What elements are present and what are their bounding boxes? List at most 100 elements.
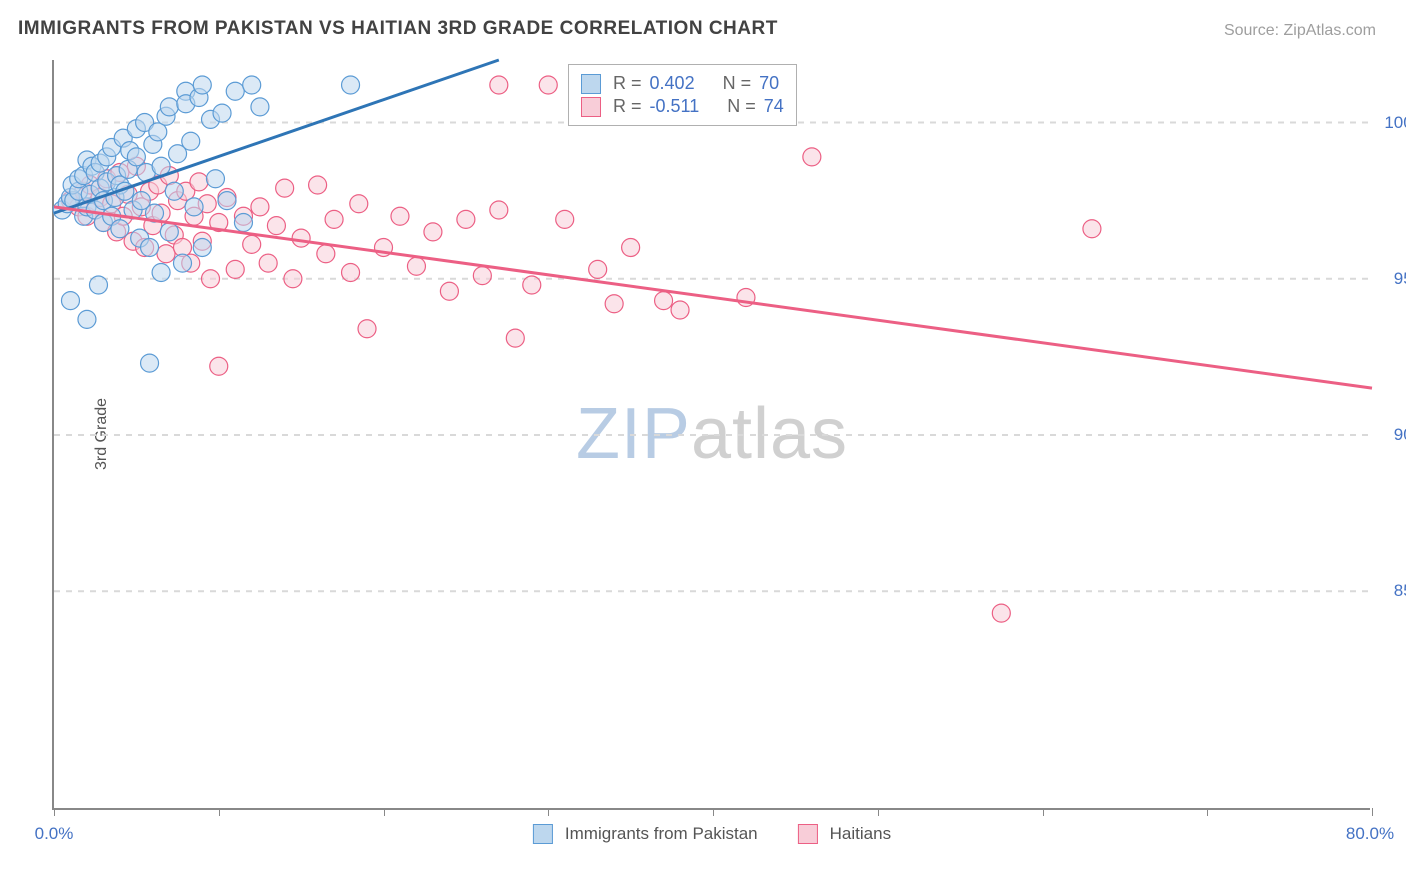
- r-label-blue: R =: [613, 73, 642, 94]
- data-point: [89, 276, 107, 294]
- data-point: [152, 264, 170, 282]
- legend-item-pink: Haitians: [798, 824, 891, 844]
- data-point: [127, 148, 145, 166]
- data-point: [325, 210, 343, 228]
- data-point: [165, 182, 183, 200]
- r-value-pink: -0.511: [650, 96, 700, 117]
- data-point: [506, 329, 524, 347]
- y-tick-label: 95.0%: [1394, 269, 1406, 289]
- data-point: [1083, 220, 1101, 238]
- data-point: [317, 245, 335, 263]
- data-point: [350, 195, 368, 213]
- data-point: [160, 98, 178, 116]
- swatch-blue: [581, 74, 601, 94]
- data-point: [284, 270, 302, 288]
- trend-line: [54, 207, 1372, 388]
- data-point: [671, 301, 689, 319]
- data-point: [556, 210, 574, 228]
- source-label: Source: ZipAtlas.com: [1224, 22, 1376, 40]
- data-point: [190, 173, 208, 191]
- x-tick: [219, 808, 220, 816]
- data-point: [193, 76, 211, 94]
- data-point: [243, 76, 261, 94]
- legend-row-pink: R = -0.511 N = 74: [581, 96, 784, 117]
- swatch-blue-icon: [533, 824, 553, 844]
- x-tick: [1207, 808, 1208, 816]
- data-point: [292, 229, 310, 247]
- x-tick: [384, 808, 385, 816]
- data-point: [226, 260, 244, 278]
- swatch-pink-icon: [798, 824, 818, 844]
- data-point: [141, 239, 159, 257]
- x-tick: [1372, 808, 1373, 816]
- data-point: [243, 235, 261, 253]
- data-point: [185, 198, 203, 216]
- chart-title: IMMIGRANTS FROM PAKISTAN VS HAITIAN 3RD …: [18, 18, 778, 40]
- x-tick: [548, 808, 549, 816]
- legend-item-blue: Immigrants from Pakistan: [533, 824, 758, 844]
- data-point: [234, 214, 252, 232]
- data-point: [218, 192, 236, 210]
- data-point: [226, 82, 244, 100]
- data-point: [342, 264, 360, 282]
- data-point: [213, 104, 231, 122]
- data-point: [358, 320, 376, 338]
- data-point: [622, 239, 640, 257]
- data-point: [276, 179, 294, 197]
- x-tick: [713, 808, 714, 816]
- data-point: [992, 604, 1010, 622]
- data-point: [589, 260, 607, 278]
- data-point: [407, 257, 425, 275]
- data-point: [803, 148, 821, 166]
- y-tick-label: 100.0%: [1384, 113, 1406, 133]
- data-point: [605, 295, 623, 313]
- data-point: [251, 98, 269, 116]
- data-point: [61, 292, 79, 310]
- r-label-pink: R =: [613, 96, 642, 117]
- data-point: [193, 239, 211, 257]
- data-point: [539, 76, 557, 94]
- data-point: [206, 170, 224, 188]
- n-value-blue: 70: [759, 73, 779, 94]
- data-point: [141, 354, 159, 372]
- data-point: [202, 270, 220, 288]
- legend-label-blue: Immigrants from Pakistan: [565, 824, 758, 844]
- data-point: [342, 76, 360, 94]
- data-point: [490, 201, 508, 219]
- plot-area: 3rd Grade ZIPatlas 100.0%95.0%90.0%85.0%…: [52, 60, 1370, 810]
- data-point: [259, 254, 277, 272]
- legend-row-blue: R = 0.402 N = 70: [581, 73, 784, 94]
- data-point: [309, 176, 327, 194]
- data-point: [182, 132, 200, 150]
- data-point: [160, 223, 178, 241]
- x-tick: [54, 808, 55, 816]
- data-point: [111, 220, 129, 238]
- data-point: [440, 282, 458, 300]
- data-point: [174, 254, 192, 272]
- n-label-pink: N =: [727, 96, 756, 117]
- data-point: [391, 207, 409, 225]
- data-point: [424, 223, 442, 241]
- data-point: [78, 310, 96, 328]
- data-point: [157, 245, 175, 263]
- data-point: [523, 276, 541, 294]
- x-tick: [1043, 808, 1044, 816]
- swatch-pink: [581, 97, 601, 117]
- n-value-pink: 74: [764, 96, 784, 117]
- y-tick-label: 90.0%: [1394, 425, 1406, 445]
- correlation-legend: R = 0.402 N = 70 R = -0.511 N = 74: [568, 64, 797, 126]
- r-value-blue: 0.402: [650, 73, 695, 94]
- data-point: [490, 76, 508, 94]
- data-point: [210, 357, 228, 375]
- legend-label-pink: Haitians: [830, 824, 891, 844]
- data-point: [251, 198, 269, 216]
- data-point: [457, 210, 475, 228]
- series-legend: Immigrants from Pakistan Haitians: [533, 824, 891, 844]
- data-point: [473, 267, 491, 285]
- n-label-blue: N =: [723, 73, 752, 94]
- x-tick: [878, 808, 879, 816]
- x-axis-max-label: 80.0%: [1346, 824, 1394, 844]
- y-tick-label: 85.0%: [1394, 581, 1406, 601]
- scatter-svg: [54, 60, 1370, 808]
- data-point: [267, 217, 285, 235]
